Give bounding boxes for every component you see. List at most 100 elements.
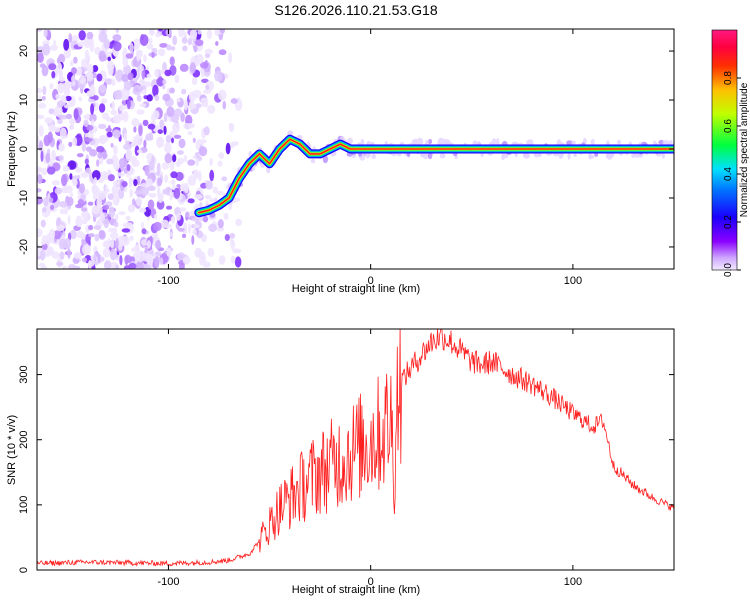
colorbar-tick-label: 0.6 [723, 119, 734, 133]
noise-blob [57, 119, 63, 125]
noise-blob [154, 256, 160, 268]
noise-blob [149, 249, 154, 255]
noise-blob [38, 95, 42, 103]
noise-blob [151, 52, 155, 59]
noise-blob [83, 38, 92, 48]
noise-blob [209, 157, 213, 167]
noise-blob [41, 65, 49, 77]
noise-blob [37, 29, 43, 32]
noise-blob [156, 77, 165, 86]
noise-blob [64, 81, 71, 89]
snr-frame [36, 328, 675, 571]
ridge-halo-blob [616, 139, 622, 145]
noise-blob [123, 64, 131, 75]
noise-blob [122, 55, 129, 67]
noise-blob [114, 213, 119, 221]
noise-blob [78, 96, 82, 102]
noise-blob [99, 257, 105, 262]
noise-blob [201, 102, 207, 108]
noise-blob [224, 234, 230, 241]
noise-blob [156, 199, 165, 210]
noise-blob [56, 100, 64, 108]
noise-blob [148, 160, 155, 171]
noise-blob [52, 40, 57, 46]
noise-blob [94, 233, 100, 242]
noise-blob [148, 193, 157, 198]
noise-blob [97, 152, 103, 159]
x-tick-label: 100 [564, 275, 582, 287]
noise-blob [111, 100, 115, 111]
noise-blob [88, 224, 94, 231]
noise-blob [69, 173, 73, 180]
noise-blob [143, 139, 147, 148]
noise-blob [92, 65, 99, 73]
noise-blob [67, 214, 71, 225]
noise-blob [193, 45, 198, 53]
noise-blob [159, 69, 166, 75]
noise-blob [73, 108, 79, 120]
noise-blob [164, 153, 173, 164]
noise-blob [79, 78, 86, 85]
noise-blob [73, 56, 78, 64]
noise-blob [146, 73, 152, 78]
noise-blob [107, 56, 111, 62]
noise-blob [43, 134, 51, 147]
noise-blob [99, 206, 103, 215]
noise-blob [54, 126, 61, 133]
noise-blob [192, 229, 197, 236]
noise-blob [187, 159, 196, 166]
noise-blob [92, 72, 97, 79]
noise-blob [127, 204, 136, 213]
noise-blob [71, 67, 77, 75]
noise-blob [82, 244, 91, 256]
noise-blob [84, 158, 89, 165]
noise-blob [65, 95, 72, 102]
noise-blob [40, 239, 47, 245]
noise-blob [78, 30, 86, 41]
noise-blob [191, 224, 195, 229]
y-tick-label: 0 [18, 146, 30, 152]
noise-blob [133, 179, 138, 187]
noise-blob [37, 166, 43, 173]
noise-blob [201, 78, 209, 84]
y-tick-label: 10 [18, 94, 30, 106]
noise-blob [157, 29, 163, 32]
noise-blob [218, 89, 227, 101]
noise-blob [196, 250, 201, 258]
noise-blob [164, 174, 169, 183]
noise-blob [196, 53, 204, 64]
noise-blob [42, 207, 47, 213]
noise-blob [49, 83, 54, 90]
noise-blob [63, 48, 72, 59]
noise-blob [69, 192, 74, 198]
noise-blob [106, 131, 113, 138]
noise-blob [185, 211, 190, 218]
snr-x-axis-label: Height of straight line (km) [292, 584, 420, 596]
noise-blob [108, 206, 116, 219]
noise-blob [50, 204, 55, 211]
noise-blob [125, 53, 134, 59]
noise-blob [203, 126, 210, 136]
noise-blob [230, 238, 234, 244]
noise-blob [190, 29, 198, 40]
noise-blob [110, 238, 115, 249]
noise-blob [128, 176, 133, 188]
noise-blob [154, 251, 162, 257]
noise-blob [83, 114, 91, 120]
noise-blob [93, 177, 98, 185]
noise-blob [129, 42, 134, 54]
noise-blob [113, 145, 118, 156]
noise-blob [53, 230, 62, 240]
noise-blob [107, 193, 115, 201]
noise-blob [91, 205, 100, 215]
noise-blob [200, 139, 207, 144]
noise-blob [80, 171, 90, 178]
noise-blob [134, 245, 140, 253]
noise-blob [178, 29, 185, 38]
noise-blob [112, 34, 122, 42]
noise-blob [51, 71, 56, 79]
colorbar-frame [711, 29, 738, 271]
noise-blob [92, 170, 101, 181]
noise-blob [140, 187, 150, 196]
